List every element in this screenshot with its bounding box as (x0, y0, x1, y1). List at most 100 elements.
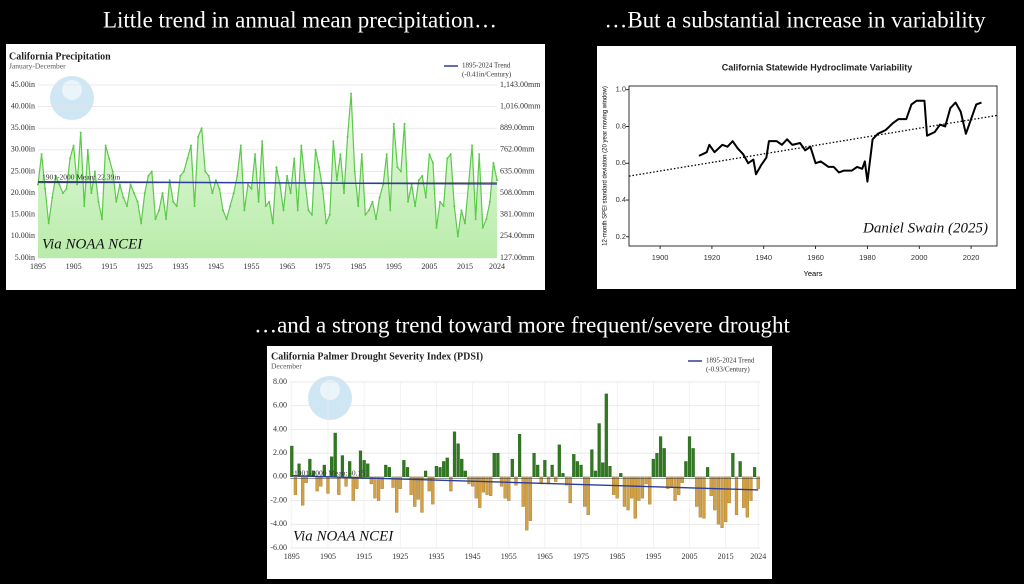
bar (442, 461, 446, 478)
data-point (424, 196, 427, 199)
bar (568, 476, 572, 504)
bar (691, 448, 695, 478)
data-point (428, 153, 431, 156)
bar (376, 476, 381, 501)
bar (705, 467, 710, 478)
data-point (47, 222, 50, 225)
data-point (211, 192, 214, 195)
data-point (396, 166, 399, 169)
data-point (182, 170, 185, 173)
chart-title: California Statewide Hydroclimate Variab… (722, 62, 913, 72)
bar (720, 476, 724, 528)
heading: …and a strong trend toward more frequent… (254, 312, 790, 337)
data-point (471, 144, 474, 147)
bar (724, 476, 728, 523)
data-point (168, 179, 171, 182)
y-tick-label: 6.00 (273, 401, 287, 410)
bar (752, 467, 757, 478)
bar (684, 461, 688, 478)
bar (698, 476, 702, 518)
bar (449, 476, 453, 492)
data-point (314, 148, 317, 151)
bar (756, 476, 760, 489)
data-point (222, 209, 225, 212)
bar (695, 476, 699, 507)
x-tick-label: 1920 (704, 253, 721, 262)
data-point (214, 179, 217, 182)
data-point (150, 170, 153, 173)
annotation: Via NOAA NCEI (42, 236, 143, 252)
y-tick-label: 0.8 (616, 121, 626, 130)
data-point (186, 157, 189, 160)
bar (745, 476, 749, 518)
bar (380, 476, 384, 489)
data-point (332, 140, 335, 143)
x-tick-label: 1905 (320, 552, 336, 561)
bar (601, 462, 605, 478)
y-tick-label: 1.0 (616, 85, 626, 94)
data-point (442, 205, 445, 208)
data-point (133, 192, 136, 195)
bar (366, 463, 370, 478)
y-tick-label: 2.00 (273, 448, 287, 457)
x-tick-label: 2005 (682, 552, 698, 561)
data-point (232, 192, 235, 195)
data-point (264, 205, 267, 208)
data-point (474, 218, 477, 221)
data-point (478, 153, 481, 156)
data-point (83, 205, 86, 208)
bar (405, 467, 410, 478)
data-point (392, 122, 395, 125)
data-point (460, 209, 463, 212)
trend-line (37, 180, 498, 185)
data-point (118, 183, 121, 186)
data-point (51, 196, 54, 199)
data-point (318, 166, 321, 169)
bar (655, 452, 659, 478)
bar (583, 476, 587, 507)
heading: Little trend in annual mean precipitatio… (103, 7, 497, 32)
bar (648, 476, 652, 505)
x-tick-label: 1925 (137, 262, 153, 271)
bar (463, 470, 467, 478)
bar (445, 457, 449, 478)
bar (416, 476, 420, 500)
bar (398, 476, 402, 489)
x-tick-label: 1905 (66, 262, 82, 271)
y-tick-label: 0.6 (616, 158, 626, 167)
bar (384, 464, 388, 478)
bar (666, 476, 670, 489)
x-tick-label: 1945 (208, 262, 224, 271)
bar (413, 476, 417, 507)
bar (687, 436, 692, 478)
data-point (257, 200, 260, 203)
bar (510, 458, 514, 478)
data-point (250, 187, 253, 190)
data-point (353, 170, 356, 173)
bar (550, 464, 554, 478)
data-point (72, 144, 75, 147)
bar (579, 464, 583, 478)
bar (304, 476, 308, 483)
bar (481, 476, 486, 493)
data-point (104, 144, 107, 147)
bar (528, 476, 533, 521)
data-point (200, 127, 203, 130)
bar (460, 458, 464, 478)
mean-label: 1901-2000 Mean: 22.39in (42, 173, 120, 182)
bar (677, 476, 681, 495)
bar (395, 476, 399, 513)
y2-tick-label: 889.00mm (500, 123, 535, 132)
bar (373, 476, 377, 499)
data-point (111, 170, 114, 173)
bar (626, 476, 630, 511)
x-tick-label: 2024 (489, 262, 505, 271)
y-tick-label: -4.00 (270, 519, 287, 528)
data-point (58, 183, 61, 186)
bar (727, 476, 731, 504)
data-point (343, 192, 345, 195)
data-point (286, 174, 289, 177)
bar (420, 476, 424, 513)
